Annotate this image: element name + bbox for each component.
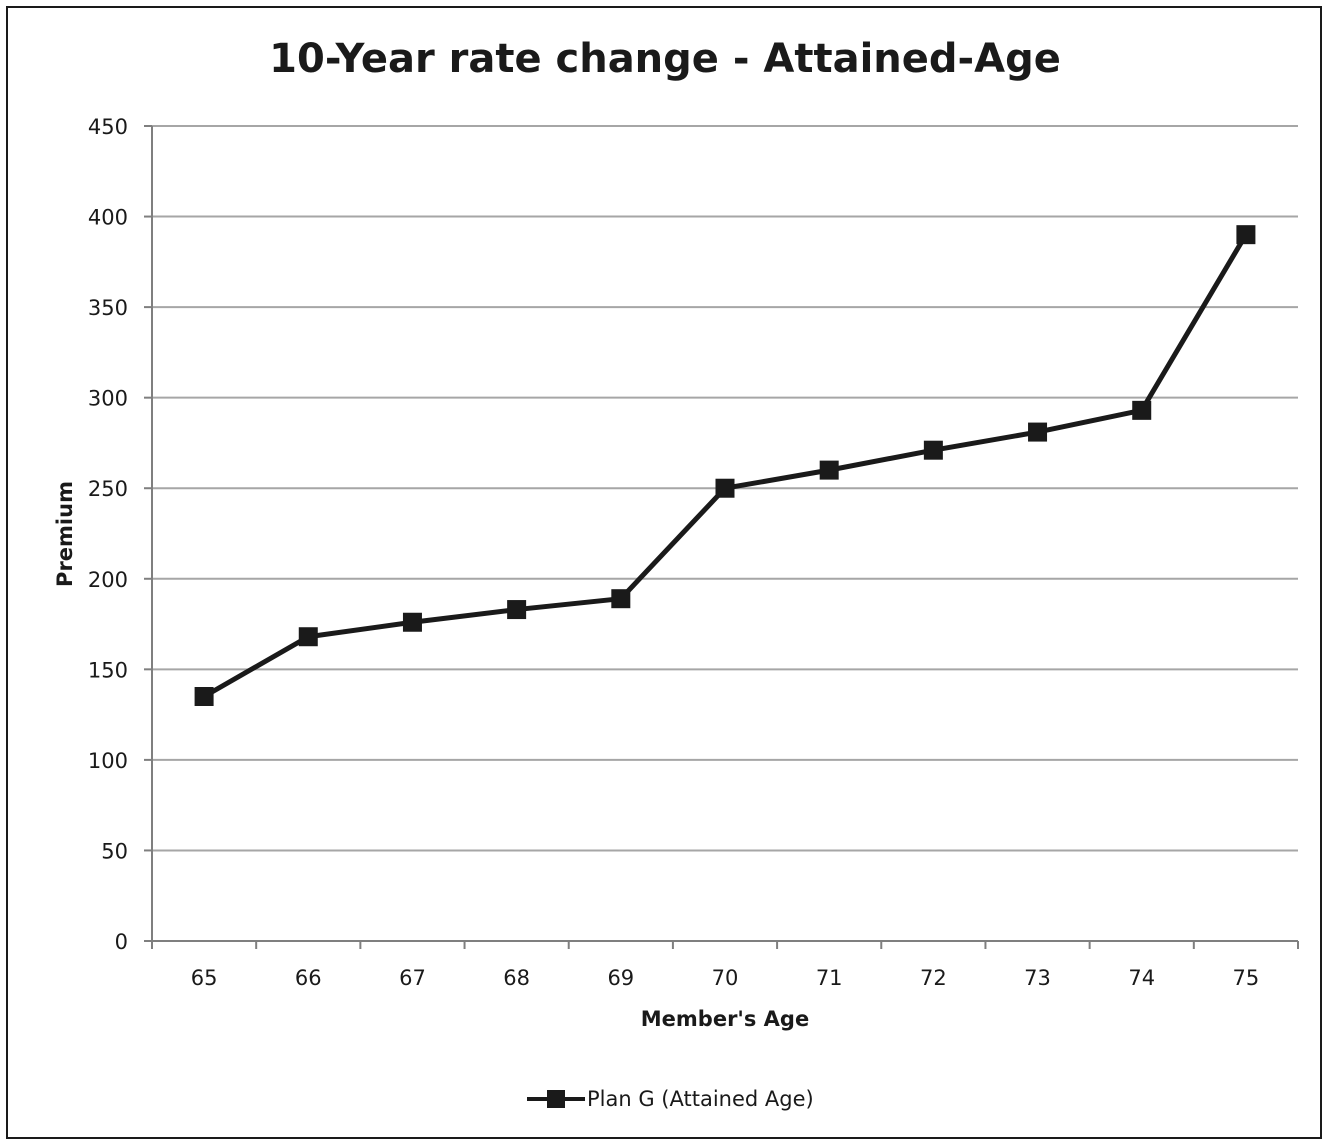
data-point-66: [298, 627, 318, 647]
data-point-67: [402, 612, 422, 632]
series-line: [202, 233, 1249, 699]
data-point-75: [1236, 225, 1256, 245]
x-tick-label-70: 70: [712, 966, 739, 990]
x-tick-label-65: 65: [191, 966, 218, 990]
y-tick-label-300: 300: [88, 387, 128, 411]
x-tick-label-72: 72: [920, 966, 947, 990]
y-axis-title: Premium: [53, 481, 77, 587]
axes: [144, 125, 1299, 949]
data-point-73: [1028, 422, 1048, 442]
data-point-71: [819, 460, 839, 480]
chart-title: 10-Year rate change - Attained-Age: [269, 36, 1061, 82]
legend-label: Plan G (Attained Age): [587, 1087, 814, 1111]
x-tick-label-67: 67: [399, 966, 426, 990]
data-point-68: [507, 600, 527, 620]
chart-frame: [6, 6, 1322, 1139]
x-tick-label-68: 68: [503, 966, 530, 990]
y-tick-label-0: 0: [115, 930, 128, 954]
x-axis-ticks: 65 66 67 68 69 70 71 72 73 74 75: [191, 966, 1260, 990]
y-tick-label-200: 200: [88, 568, 128, 592]
data-point-69: [611, 589, 631, 609]
x-tick-label-71: 71: [816, 966, 843, 990]
data-point-65: [194, 687, 214, 706]
y-tick-label-100: 100: [88, 749, 128, 773]
x-axis-title: Member's Age: [641, 1007, 809, 1031]
y-tick-label-50: 50: [101, 839, 128, 863]
series-plan-g: [194, 225, 1256, 706]
x-tick-label-66: 66: [295, 966, 322, 990]
y-axis-ticks: 0 50 100 150 200 250 300 350 400 450: [88, 115, 128, 954]
legend: Plan G (Attained Age): [527, 1084, 814, 1114]
y-tick-label-400: 400: [88, 206, 128, 230]
x-tick-label-73: 73: [1024, 966, 1051, 990]
data-point-70: [715, 478, 735, 498]
x-tick-label-75: 75: [1233, 966, 1260, 990]
y-tick-label-450: 450: [88, 115, 128, 139]
y-tick-label-150: 150: [88, 658, 128, 682]
y-tick-label-250: 250: [88, 477, 128, 501]
gridlines: [152, 125, 1298, 852]
data-point-72: [923, 440, 943, 460]
x-tick-label-74: 74: [1128, 966, 1155, 990]
legend-line-marker-icon: [527, 1084, 585, 1114]
data-point-74: [1132, 400, 1152, 420]
y-tick-label-350: 350: [88, 296, 128, 320]
x-tick-label-69: 69: [607, 966, 634, 990]
